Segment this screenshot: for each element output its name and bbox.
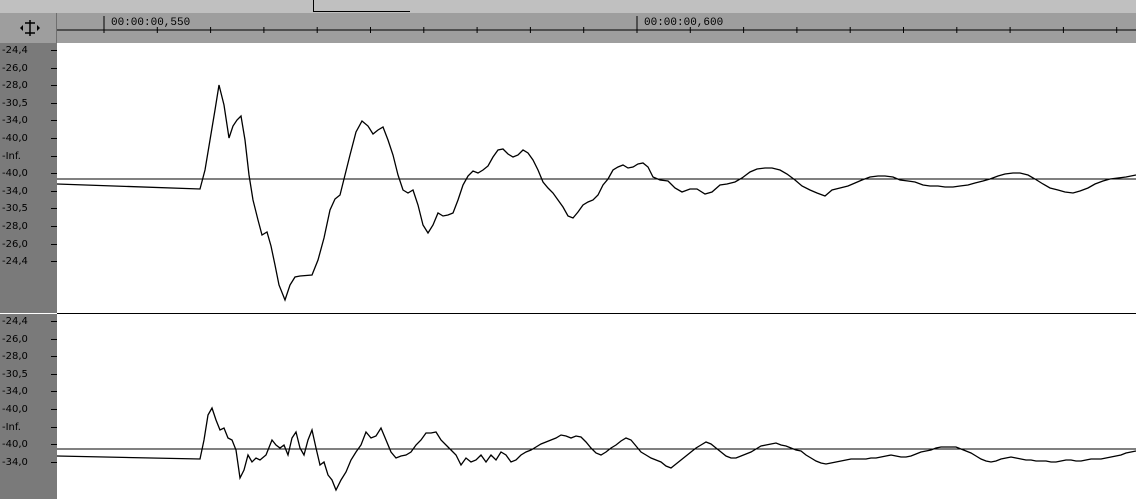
ruler-ticks xyxy=(57,16,1136,33)
scale-tick xyxy=(51,444,57,446)
scale-tick xyxy=(51,391,57,393)
scale-label: -28,0 xyxy=(2,221,28,232)
scale-tick xyxy=(51,261,57,263)
scale-label: -26,0 xyxy=(2,333,28,345)
scale-label: -Inf. xyxy=(2,421,21,433)
scale-tick xyxy=(51,356,57,358)
scale-tick xyxy=(51,173,57,175)
scale-tick xyxy=(51,85,57,87)
channel-1-waveform xyxy=(56,84,1136,302)
scale-label: -24,4 xyxy=(2,316,28,327)
scale-label: -30,5 xyxy=(2,203,28,215)
channel-1-scale: -24,4 -26,0 -28,0 -30,5 -34,0 -40,0 -Inf. -40,0… xyxy=(0,43,57,313)
channel-2-scale: -24,4 -26,0 -28,0 -30,5 -34,0 -40,0 -Inf. -40,0… xyxy=(0,314,57,499)
top-strip xyxy=(0,0,1136,13)
scale-label: -40,0 xyxy=(2,133,28,144)
scale-tick xyxy=(51,102,57,104)
scale-label: -40,0 xyxy=(2,404,28,415)
scale-tick xyxy=(51,338,57,340)
scale-tick xyxy=(51,426,57,428)
scale-label: -28,0 xyxy=(2,351,28,363)
scale-label: -40,0 xyxy=(2,168,28,180)
scale-label: -40,0 xyxy=(2,439,28,451)
scale-tick xyxy=(51,67,57,69)
scale-tick xyxy=(51,120,57,122)
scale-tick xyxy=(51,138,57,139)
scale-label: -28,0 xyxy=(2,80,28,92)
ruler-time-label: 00:00:00,600 xyxy=(644,17,724,29)
scale-tick xyxy=(51,190,57,192)
scale-label: -24,4 xyxy=(2,256,28,268)
scale-label: -30,5 xyxy=(2,97,28,109)
scale-label: -34,0 xyxy=(2,456,28,468)
top-bracket-marker xyxy=(313,0,410,12)
scale-tick xyxy=(51,461,57,463)
scale-label: -26,0 xyxy=(2,62,28,74)
scale-label: -34,0 xyxy=(2,185,28,197)
channel-2-waveform xyxy=(56,406,1136,492)
scale-label: -34,0 xyxy=(2,115,28,127)
scale-tick xyxy=(51,321,57,322)
scale-label: -Inf. xyxy=(2,150,21,162)
scale-tick xyxy=(51,409,57,410)
vertical-zoom-button[interactable] xyxy=(0,13,57,43)
scale-tick xyxy=(51,226,57,227)
scale-tick xyxy=(51,155,57,157)
scale-tick xyxy=(51,50,57,51)
time-ruler[interactable]: 00:00:00,550 00:00:00,600 xyxy=(57,13,1136,43)
zoom-vertical-icon xyxy=(20,20,40,36)
scale-tick xyxy=(51,208,57,210)
ruler-time-label: 00:00:00,550 xyxy=(111,17,191,29)
scale-tick xyxy=(51,243,57,245)
scale-label: -24,4 xyxy=(2,45,28,56)
scale-label: -30,5 xyxy=(2,368,28,380)
scale-tick xyxy=(51,373,57,375)
scale-label: -26,0 xyxy=(2,238,28,250)
scale-label: -34,0 xyxy=(2,386,28,398)
